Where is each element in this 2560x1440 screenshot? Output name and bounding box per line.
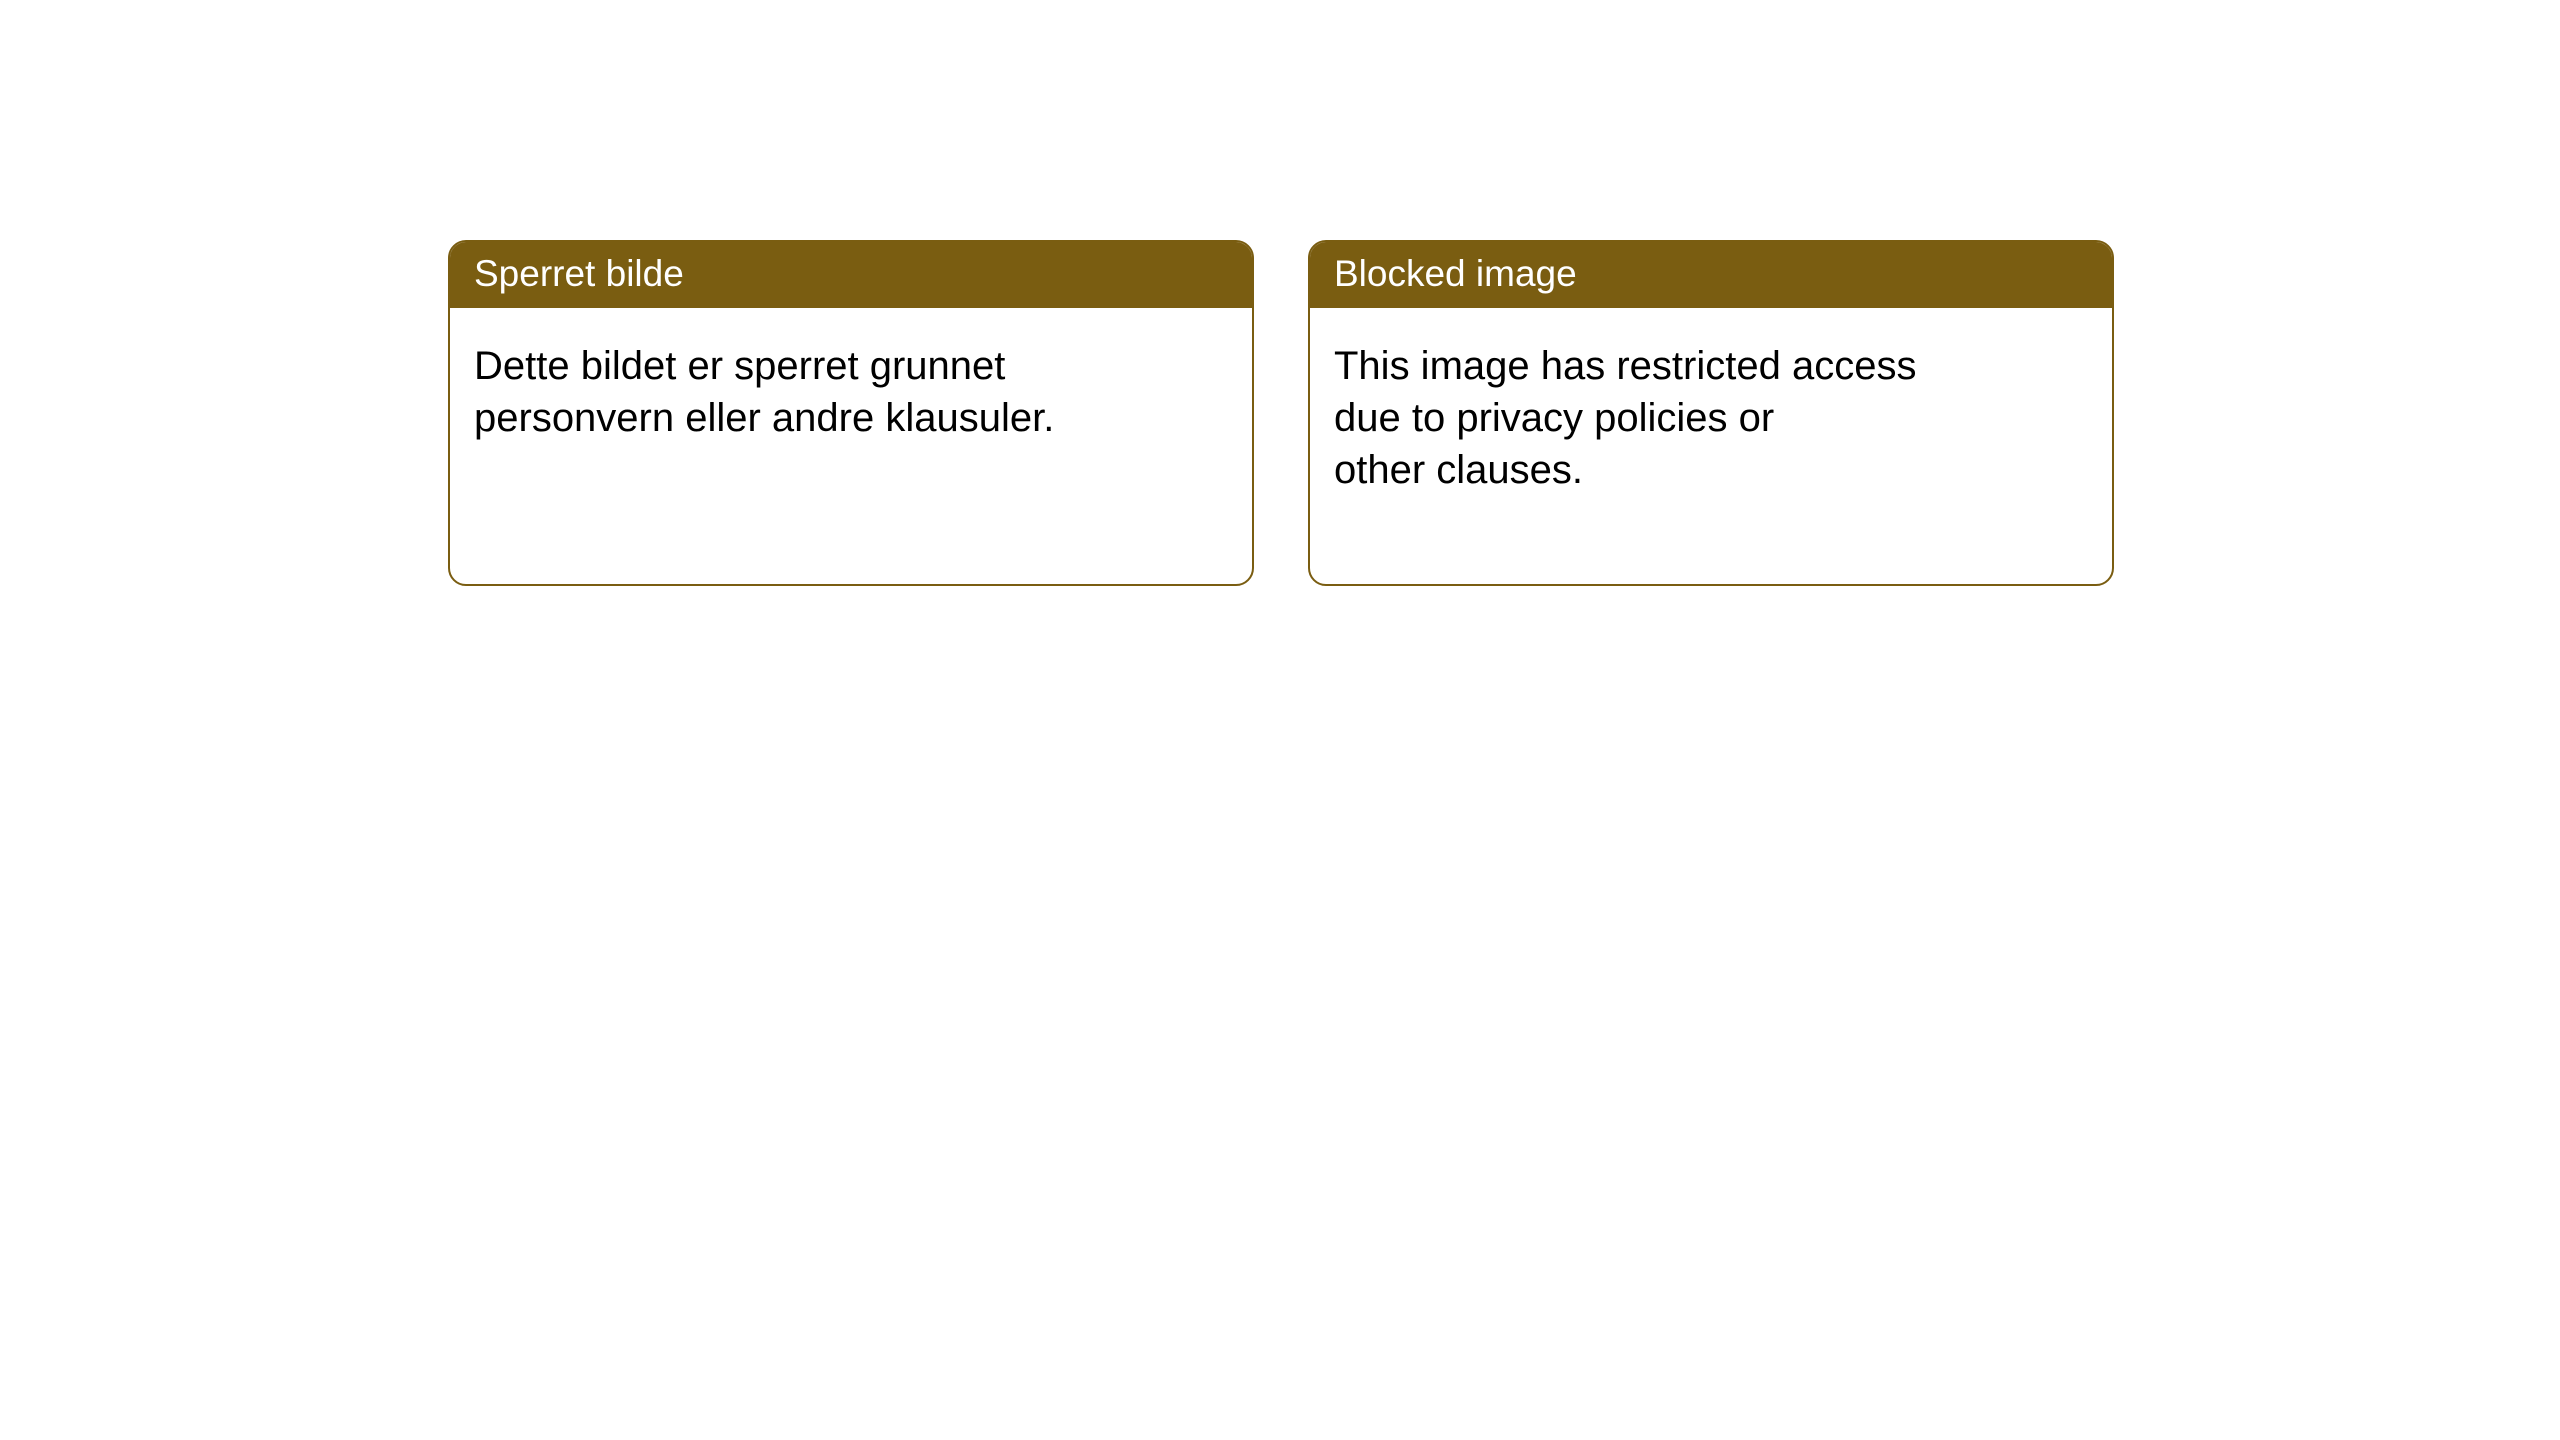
notice-header: Sperret bilde [450,242,1252,308]
notice-body: This image has restricted access due to … [1310,308,2112,584]
notice-container: Sperret bilde Dette bildet er sperret gr… [0,0,2560,586]
notice-header: Blocked image [1310,242,2112,308]
notice-body-line: personvern eller andre klausuler. [474,392,1228,444]
notice-body-line: due to privacy policies or [1334,392,2088,444]
notice-body-line: Dette bildet er sperret grunnet [474,340,1228,392]
notice-body-line: other clauses. [1334,444,2088,496]
notice-card-norwegian: Sperret bilde Dette bildet er sperret gr… [448,240,1254,586]
notice-card-english: Blocked image This image has restricted … [1308,240,2114,586]
notice-body-line: This image has restricted access [1334,340,2088,392]
notice-body: Dette bildet er sperret grunnet personve… [450,308,1252,532]
